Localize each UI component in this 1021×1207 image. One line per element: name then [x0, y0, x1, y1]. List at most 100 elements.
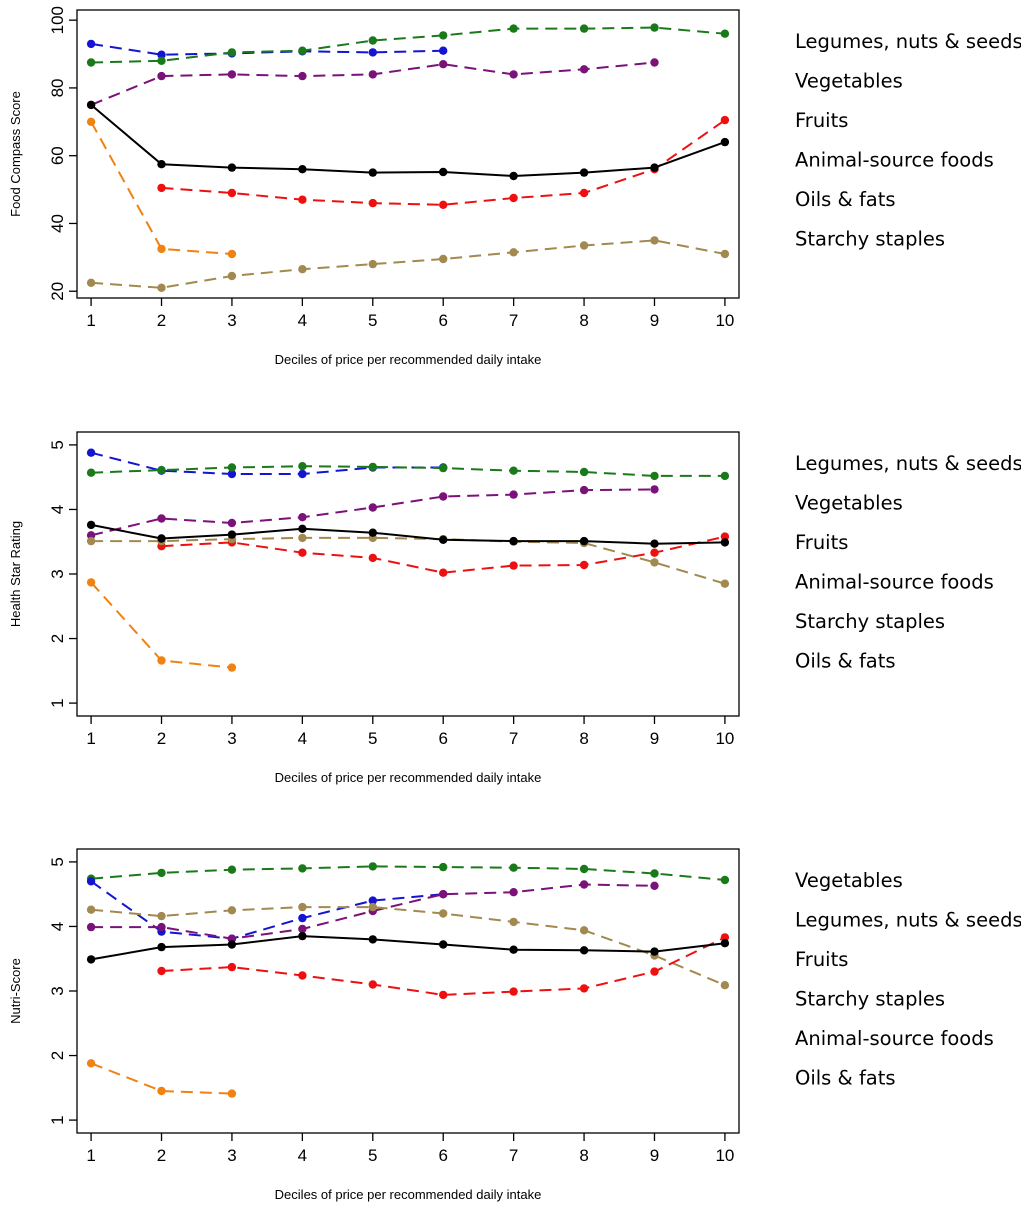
data-point-fruits	[298, 924, 307, 934]
data-point-animal-source-foods	[227, 188, 237, 198]
legend-item-vegetables: Vegetables	[795, 70, 903, 93]
legend-item-starchy-staples: Starchy staples	[795, 610, 945, 633]
x-tick-label: 5	[368, 311, 377, 330]
data-point-vegetables	[157, 465, 166, 475]
series-line-starchy-staples	[91, 239, 726, 289]
data-point-starchy-staples	[298, 265, 307, 274]
chart-panel-3: 1 2 3 4 5 6 7 8 9 10 Deciles of price per recommen…	[8, 848, 1021, 1202]
series-line-legumes-nuts-and-seeds	[90, 880, 444, 940]
data-point-vegetables	[157, 56, 166, 65]
data-point-animal-source-foods	[157, 966, 166, 976]
y-tick-label: 3	[48, 986, 67, 995]
data-point-fruits	[579, 880, 589, 889]
series-line-oils-and-fats	[90, 121, 232, 255]
series-fruits	[86, 58, 659, 110]
x-tick-label: 9	[650, 311, 659, 330]
data-point-animal-source-foods	[650, 967, 659, 976]
x-tick-label: 4	[298, 729, 307, 748]
data-point-overall	[368, 935, 377, 944]
data-point-vegetables	[157, 868, 166, 878]
data-point-animal-source-foods	[439, 990, 448, 1000]
data-point-overall	[298, 524, 307, 533]
series-line-starchy-staples	[91, 906, 726, 987]
x-tick-label: 7	[509, 1146, 518, 1165]
series-fruits	[86, 485, 659, 540]
legend-item-legumes-nuts-and-seeds: Legumes, nuts & seeds	[795, 452, 1021, 475]
data-point-overall	[720, 538, 730, 547]
data-point-starchy-staples	[439, 909, 448, 918]
data-point-vegetables	[650, 869, 659, 878]
legend: Legumes, nuts & seeds Vegetables Fruits Ani…	[795, 30, 1021, 251]
x-tick-label: 3	[227, 311, 236, 330]
y-axis-title: Food Compass Score	[8, 91, 23, 217]
x-tick-label: 10	[715, 729, 734, 748]
data-point-oils-and-fats	[86, 1059, 96, 1068]
data-point-fruits	[509, 888, 518, 897]
data-point-overall	[720, 939, 730, 948]
data-point-vegetables	[720, 29, 730, 38]
data-point-vegetables	[227, 48, 237, 57]
data-point-starchy-staples	[509, 917, 518, 927]
series-vegetables	[86, 462, 730, 481]
data-point-fruits	[439, 890, 448, 899]
data-point-fruits	[579, 65, 589, 74]
data-point-vegetables	[86, 468, 96, 477]
legend-item-oils-and-fats: Oils & fats	[795, 650, 896, 673]
chart-panel-1: 1 2 3 4 5 6 7 8 9 10 Deciles of price per recommen…	[8, 6, 1021, 367]
legend-item-animal-source-foods: Animal-source foods	[795, 149, 994, 172]
data-point-legumes-nuts-and-seeds	[86, 448, 96, 457]
legend-item-legumes-nuts-and-seeds: Legumes, nuts & seeds	[795, 909, 1021, 932]
data-point-oils-and-fats	[227, 1089, 237, 1098]
y-tick-label: 4	[48, 505, 67, 514]
legend: Vegetables Legumes, nuts & seeds Fruits Sta…	[795, 869, 1021, 1090]
data-point-animal-source-foods	[720, 115, 730, 125]
data-point-animal-source-foods	[509, 561, 518, 570]
data-point-overall	[509, 536, 518, 546]
data-point-legumes-nuts-and-seeds	[86, 877, 96, 886]
data-point-animal-source-foods	[720, 532, 730, 541]
series-starchy-staples	[86, 902, 730, 990]
x-tick-label: 10	[715, 311, 734, 330]
data-point-starchy-staples	[86, 278, 96, 287]
data-point-overall	[86, 955, 96, 964]
plot-frame	[76, 9, 740, 299]
x-tick-label: 6	[438, 1146, 447, 1165]
legend-item-starchy-staples: Starchy staples	[795, 228, 945, 251]
data-point-starchy-staples	[368, 902, 377, 912]
data-point-animal-source-foods	[368, 553, 377, 563]
data-point-vegetables	[439, 463, 448, 473]
data-point-fruits	[157, 922, 166, 932]
data-point-oils-and-fats	[227, 663, 237, 672]
data-point-fruits	[86, 922, 96, 932]
data-point-oils-and-fats	[227, 249, 237, 259]
series-overall	[86, 100, 730, 181]
data-point-vegetables	[439, 31, 448, 40]
data-point-fruits	[227, 518, 237, 528]
data-point-vegetables	[650, 23, 659, 32]
data-point-vegetables	[720, 875, 730, 885]
x-tick-label: 5	[368, 729, 377, 748]
data-point-vegetables	[227, 865, 237, 874]
data-point-vegetables	[298, 462, 307, 471]
series-animal-source-foods	[157, 115, 730, 209]
series-line-vegetables	[91, 465, 725, 477]
data-point-oils-and-fats	[157, 656, 166, 665]
data-point-starchy-staples	[650, 236, 659, 245]
x-tick-label: 8	[579, 729, 588, 748]
data-point-overall	[509, 171, 518, 181]
data-point-starchy-staples	[368, 259, 377, 269]
data-point-overall	[650, 163, 659, 172]
x-tick-label: 4	[298, 311, 307, 330]
series-line-oils-and-fats	[90, 581, 233, 669]
x-tick-label: 7	[509, 311, 518, 330]
data-point-starchy-staples	[298, 533, 307, 543]
series-line-oils-and-fats	[90, 1062, 232, 1095]
data-point-starchy-staples	[157, 911, 166, 921]
data-point-overall	[227, 530, 237, 539]
data-point-animal-source-foods	[509, 193, 518, 203]
data-point-starchy-staples	[227, 271, 237, 281]
data-point-vegetables	[368, 36, 377, 45]
series-line-starchy-staples	[91, 536, 726, 585]
y-tick-label: 100	[48, 6, 67, 34]
